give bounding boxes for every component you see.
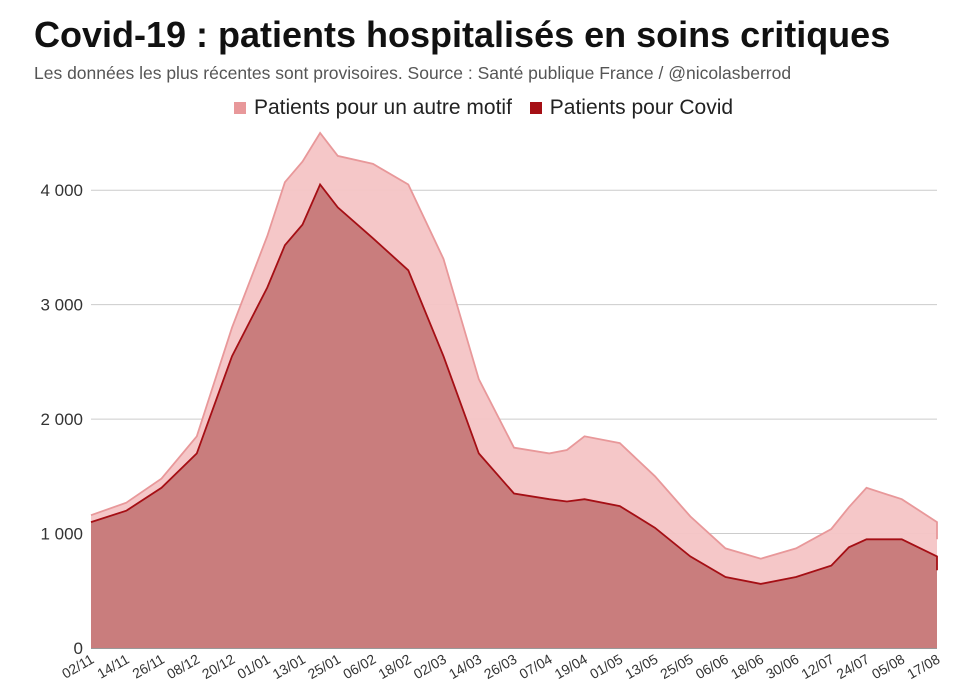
- legend-label-autre-motif: Patients pour un autre motif: [253, 96, 512, 119]
- x-tick-label: 17/08: [904, 651, 943, 682]
- x-tick-label: 14/03: [446, 651, 485, 682]
- area-covid: [91, 184, 937, 648]
- legend-label-covid: Patients pour Covid: [549, 96, 734, 119]
- legend-swatch-covid: [529, 102, 542, 114]
- chart-areas: [90, 131, 938, 648]
- x-tick-label: 02/03: [411, 651, 450, 682]
- x-tick-label: 25/01: [305, 651, 344, 682]
- x-tick-label: 12/07: [798, 651, 837, 682]
- y-axis: 0 1 000 2 000 3 000 4 000: [40, 181, 83, 658]
- y-tick-label: 4 000: [40, 181, 83, 200]
- x-tick-label: 01/01: [234, 651, 273, 682]
- x-tick-label: 01/05: [587, 651, 626, 682]
- x-tick-label: 08/12: [164, 651, 203, 682]
- chart-title: Covid-19 : patients hospitalisés en soin…: [34, 14, 891, 55]
- x-tick-label: 24/07: [834, 651, 873, 682]
- legend-item-autre-motif: Patients pour un autre motif: [233, 96, 512, 120]
- x-tick-label: 13/05: [622, 651, 661, 682]
- line-total: [90, 131, 938, 560]
- y-tick-label: 0: [74, 639, 83, 658]
- x-tick-label: 25/05: [657, 651, 696, 682]
- line-covid: [90, 182, 938, 585]
- x-tick-label: 07/04: [516, 651, 555, 682]
- x-tick-label: 13/01: [270, 651, 309, 682]
- x-tick-label: 06/02: [340, 651, 379, 682]
- x-tick-label: 18/02: [375, 651, 414, 682]
- x-tick-label: 26/03: [481, 651, 520, 682]
- x-tick-label: 05/08: [869, 651, 908, 682]
- x-tick-label: 14/11: [94, 651, 132, 682]
- x-tick-label: 18/06: [728, 651, 767, 682]
- legend: Patients pour un autre motif Patients po…: [0, 96, 967, 120]
- x-axis: 02/1114/1126/1108/1220/1201/0113/0125/01…: [59, 651, 943, 682]
- area-autre-motif: [91, 133, 937, 584]
- x-tick-label: 06/06: [693, 651, 732, 682]
- chart-subtitle: Les données les plus récentes sont provi…: [34, 63, 792, 83]
- legend-swatch-autre-motif: [233, 102, 246, 114]
- x-tick-label: 19/04: [552, 651, 591, 682]
- x-tick-label: 20/12: [199, 651, 238, 682]
- y-tick-label: 1 000: [40, 525, 83, 544]
- x-tick-label: 26/11: [130, 651, 168, 682]
- legend-item-covid: Patients pour Covid: [529, 96, 734, 120]
- y-tick-label: 2 000: [40, 410, 83, 429]
- x-tick-label: 30/06: [763, 651, 802, 682]
- y-tick-label: 3 000: [40, 296, 83, 315]
